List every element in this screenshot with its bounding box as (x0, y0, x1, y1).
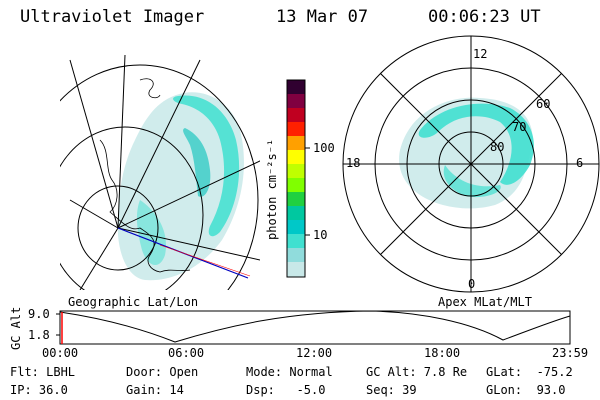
altitude-ytick-low: 1.8 (28, 328, 50, 342)
geo-coastline (99, 139, 191, 273)
colorbar (286, 79, 310, 278)
apex-panel-label: Apex MLat/MLT (438, 295, 532, 309)
altitude-plot (56, 310, 571, 345)
geo-aurora-band-inner (183, 128, 211, 197)
xtick-2359: 23:59 (552, 346, 589, 360)
glat-info: GLat: -75.2 (486, 365, 573, 379)
mlt-18-label: 18 (346, 156, 361, 170)
altitude-ytick-high: 9.0 (28, 307, 50, 321)
mlt-0-label: 0 (468, 277, 476, 291)
seq-info: Seq: 39 (366, 383, 417, 397)
date-label: 13 Mar 07 (276, 7, 369, 27)
glon-info: GLon: 93.0 (486, 383, 566, 397)
mlat-70-label: 70 (512, 120, 527, 134)
gc-alt-info: GC Alt: 7.8 Re (366, 365, 468, 379)
time-label: 00:06:23 UT (428, 7, 541, 27)
xtick-1800: 18:00 (424, 346, 461, 360)
apex-aurora-band-2 (443, 165, 501, 198)
colorbar-unit-label: photon cm⁻²s⁻¹ (265, 138, 279, 240)
colorbar-tick-100: 100 (313, 141, 335, 155)
ip-info: IP: 36.0 (10, 383, 68, 397)
mlt-12-label: 12 (473, 47, 488, 61)
geographic-map (60, 54, 260, 290)
dsp-info: Dsp: -5.0 (246, 383, 326, 397)
mlat-80-label: 80 (490, 140, 505, 154)
mode-info: Mode: Normal (246, 365, 333, 379)
mlt-6-label: 6 (576, 156, 584, 170)
gain-info: Gain: 14 (126, 383, 184, 397)
geo-aurora-speckle (136, 200, 166, 266)
altitude-ylabel: GC Alt (9, 306, 23, 350)
colorbar-tick-10: 10 (313, 228, 328, 242)
xtick-1200: 12:00 (296, 346, 333, 360)
apex-grid (342, 35, 600, 293)
instrument-title: Ultraviolet Imager (20, 7, 205, 27)
apex-map (342, 35, 600, 293)
door-info: Door: Open (126, 365, 199, 379)
geo-panel-label: Geographic Lat/Lon (68, 295, 199, 309)
geo-grid-lines (60, 54, 260, 290)
mlat-60-label: 60 (536, 97, 551, 111)
altitude-curve (59, 310, 571, 343)
apex-aurora-band (418, 103, 534, 185)
xtick-0600: 06:00 (168, 346, 205, 360)
filter-info: Flt: LBHL (10, 365, 76, 379)
geo-coastline-2 (139, 78, 161, 99)
geo-aurora-band (173, 95, 240, 237)
xtick-0000: 00:00 (42, 346, 79, 360)
